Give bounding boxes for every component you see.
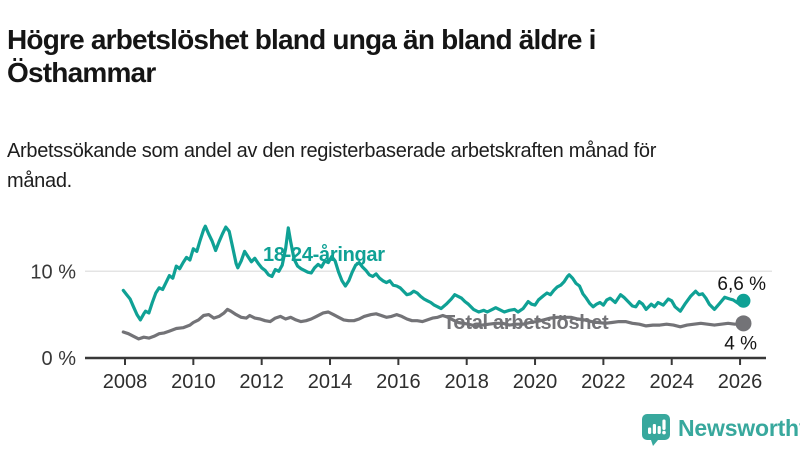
brand-name: Newsworthy [678, 414, 800, 441]
series-end-value-0: 6,6 % [717, 274, 766, 295]
x-axis-label-2012: 2012 [239, 371, 284, 393]
x-axis-label-2008: 2008 [103, 371, 148, 393]
x-axis-label-2022: 2022 [581, 371, 626, 393]
series-end-dot-1 [735, 315, 752, 332]
series-line-0 [121, 224, 746, 322]
series-label-0: 18-24-åringar [263, 243, 385, 266]
x-axis-label-2010: 2010 [171, 371, 216, 393]
y-axis-label-10: 10 % [30, 261, 76, 283]
bar-chart-speech-bubble-icon [642, 413, 670, 446]
series-end-value-1: 4 % [724, 333, 757, 354]
series-end-dot-0 [736, 293, 751, 308]
chart-subtitle: Arbetssökande som andel av den registerb… [7, 140, 657, 192]
series-line-1 [121, 307, 746, 341]
x-axis-label-2014: 2014 [308, 371, 353, 393]
x-axis-label-2018: 2018 [444, 371, 489, 393]
x-axis-label-2024: 2024 [649, 371, 694, 393]
newsworthy-logo[interactable]: Newsworthy [642, 413, 800, 447]
y-axis-label-0: 0 % [42, 348, 77, 370]
page-title: Högre arbetslöshet bland unga än bland ä… [7, 23, 596, 89]
series-label-1: Total arbetslöshet [443, 312, 609, 334]
x-axis-label-2016: 2016 [376, 371, 421, 393]
x-axis-label-2026: 2026 [718, 371, 763, 393]
x-axis-label-2020: 2020 [513, 371, 558, 393]
